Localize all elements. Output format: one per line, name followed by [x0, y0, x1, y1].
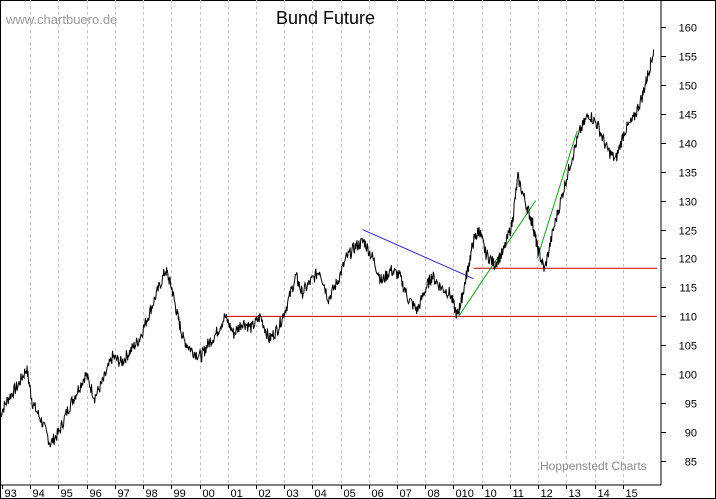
x-tick-label: 15 [626, 488, 638, 499]
x-tick-label: 00 [203, 488, 215, 499]
y-tick-label: 120 [679, 254, 697, 266]
x-tick-label: 97 [118, 488, 130, 499]
y-tick-label: 85 [685, 457, 697, 469]
y-tick-label: 115 [679, 283, 697, 295]
x-tick-label: 03 [287, 488, 299, 499]
x-tick-label: 95 [61, 488, 73, 499]
y-tick-label: 140 [679, 139, 697, 151]
x-tick-label: 98 [146, 488, 158, 499]
x-tick-label: 11 [513, 488, 524, 499]
x-tick-label: 07 [400, 488, 412, 499]
y-tick-label: 155 [679, 52, 697, 64]
y-tick-label: 90 [685, 428, 697, 440]
x-tick-label: 02 [259, 488, 271, 499]
x-tick-label: 08 [428, 488, 440, 499]
x-tick-label: 06 [372, 488, 384, 499]
x-tick-label: 96 [90, 488, 102, 499]
y-tick-label: 135 [679, 168, 697, 180]
price-line [0, 49, 655, 448]
x-tick-label: 14 [598, 488, 610, 499]
y-tick-label: 125 [679, 226, 697, 238]
x-tick-label: 99 [174, 488, 186, 499]
trend-line [536, 131, 578, 259]
x-tick-label: 05 [344, 488, 356, 499]
x-tick-label: 010 [456, 488, 474, 499]
y-tick-label: 130 [679, 197, 697, 209]
site-watermark: www.chartbuero.de [6, 12, 118, 27]
trend-line [362, 229, 474, 280]
price-series [0, 49, 655, 448]
chart-title: Bund Future [276, 8, 376, 28]
x-axis: 93 94 95 96 97 98 99 00 01 02 03 04 05 06 07 08 010 10 11 1… [0, 484, 661, 499]
y-tick-label: 100 [679, 370, 697, 382]
y-tick-label: 150 [679, 81, 697, 93]
x-tick-label: 10 [485, 488, 497, 499]
y-tick-label: 145 [679, 110, 697, 122]
y-axis: 85 90 95 100 105 110 115 120 125 130 135 140 145 150 1… [660, 0, 697, 485]
chart-credit: Hoppenstedt Charts [540, 459, 647, 473]
y-tick-label: 105 [679, 341, 697, 353]
x-tick-label: 13 [569, 488, 581, 499]
x-tick-label: 01 [231, 488, 243, 499]
y-tick-label: 95 [685, 399, 697, 411]
y-tick-label: 110 [679, 312, 697, 324]
x-tick-label: 94 [33, 488, 45, 499]
trend-line [458, 200, 537, 317]
y-tick-label: 160 [679, 23, 697, 35]
x-tick-label: 04 [315, 488, 327, 499]
x-tick-label: 93 [5, 488, 17, 499]
x-tick-label: 12 [541, 488, 553, 499]
trend-lines [224, 131, 657, 317]
